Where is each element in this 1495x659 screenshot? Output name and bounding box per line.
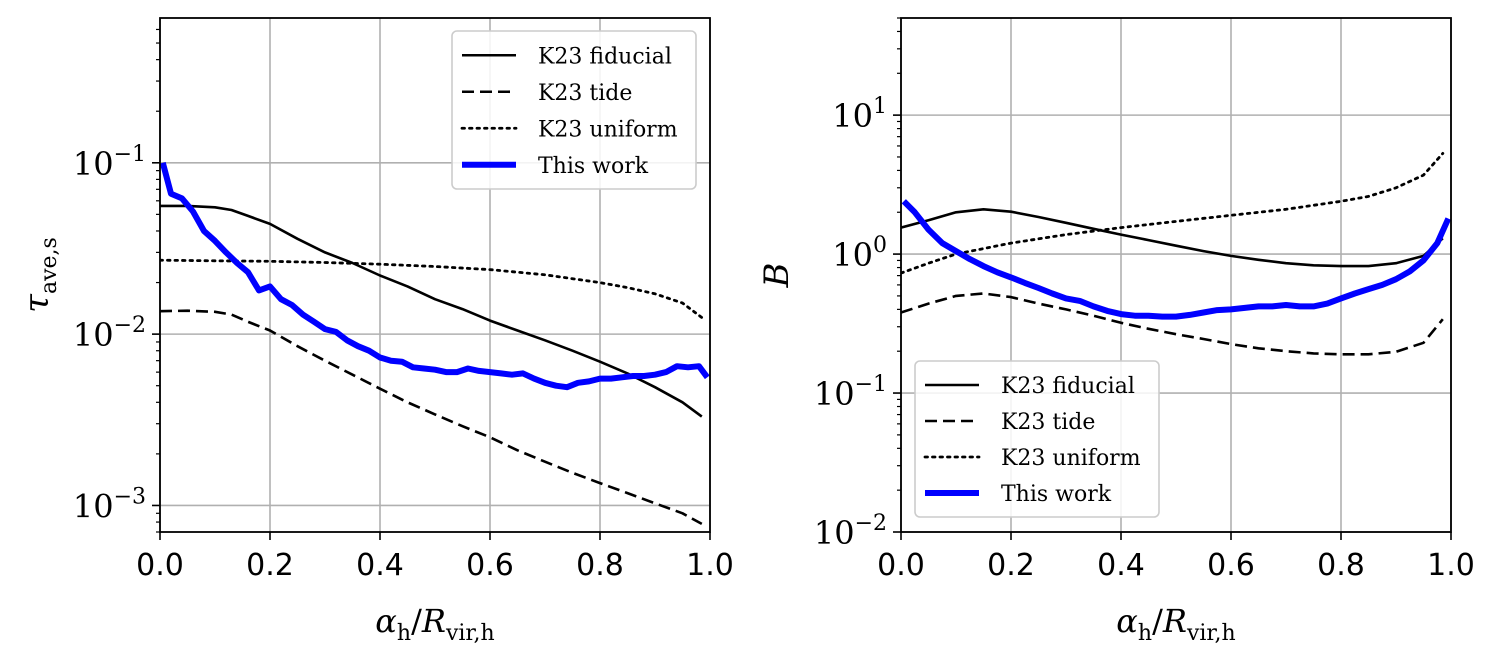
x-tick-label: 0.4 — [356, 548, 404, 583]
legend-label: K23 fiducial — [538, 44, 672, 69]
x-tick-label: 0.6 — [1207, 548, 1255, 583]
legend-label: This work — [1001, 482, 1112, 507]
x-axis-label: αh/Rvir,h — [1116, 602, 1235, 646]
y-axis-label: τave,s — [17, 237, 62, 313]
y-tick-label: 10−3 — [73, 484, 146, 525]
y-tick-label: 10−2 — [814, 511, 887, 552]
legend-label: K23 fiducial — [1001, 374, 1135, 399]
series-line-k23-tide — [160, 309, 703, 526]
legend-label: K23 tide — [538, 81, 632, 106]
series-line-k23-fiducial — [901, 208, 1444, 268]
legend: K23 fiducial K23 tide K23 uniform This work — [451, 30, 697, 190]
series-line-this-work — [901, 199, 1451, 320]
legend-label: K23 uniform — [1001, 446, 1141, 471]
series-line-k23-tide — [901, 292, 1444, 356]
x-axis-label: αh/Rvir,h — [375, 602, 494, 646]
legend-label: This work — [538, 154, 649, 179]
series-line-k23-fiducial — [160, 204, 703, 418]
legend: K23 fiducial K23 tide K23 uniform This work — [914, 360, 1160, 518]
y-axis-label: B — [757, 263, 797, 289]
legend-label: K23 uniform — [538, 117, 678, 142]
x-tick-label: 1.0 — [1427, 548, 1475, 583]
series-group — [160, 162, 710, 526]
plot-frame — [159, 17, 711, 533]
left-panel-tau: 0.0 0.2 0.4 0.6 0.8 1.0 10−3 10−2 10−1 αh/Rvir,h τ… — [17, 17, 734, 646]
series-line-k23-uniform — [160, 258, 704, 319]
legend-label: K23 tide — [1001, 410, 1095, 435]
y-tick-label: 100 — [832, 233, 887, 274]
x-tick-label: 1.0 — [686, 548, 734, 583]
plot-frame — [900, 17, 1452, 533]
right-panel-B: 0.0 0.2 0.4 0.6 0.8 1.0 10−2 10−1 100 101 αh/Rvir,… — [757, 17, 1475, 646]
y-tick-label: 10−1 — [814, 372, 887, 413]
x-tick-label: 0.0 — [877, 548, 925, 583]
x-tick-label: 0.2 — [987, 548, 1035, 583]
y-tick-label: 101 — [832, 94, 887, 135]
x-tick-label: 0.0 — [136, 548, 184, 583]
x-tick-label: 0.8 — [1317, 548, 1365, 583]
series-group — [901, 151, 1451, 356]
x-tick-label: 0.2 — [246, 548, 294, 583]
series-line-k23-uniform — [901, 151, 1445, 275]
legend-box — [914, 360, 1160, 518]
legend-box — [451, 30, 697, 190]
series-line-this-work — [160, 162, 710, 391]
x-tick-label: 0.8 — [576, 548, 624, 583]
x-tick-label: 0.4 — [1097, 548, 1145, 583]
y-tick-label: 10−2 — [73, 313, 146, 354]
y-tick-label: 10−1 — [73, 142, 146, 183]
x-tick-label: 0.6 — [466, 548, 514, 583]
